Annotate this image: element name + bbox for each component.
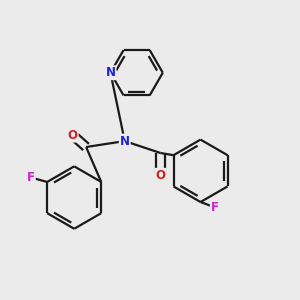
Text: F: F <box>211 201 219 214</box>
Text: N: N <box>106 66 116 79</box>
Text: N: N <box>120 135 130 148</box>
Text: F: F <box>27 171 35 184</box>
Text: O: O <box>155 169 165 182</box>
Text: O: O <box>68 129 78 142</box>
